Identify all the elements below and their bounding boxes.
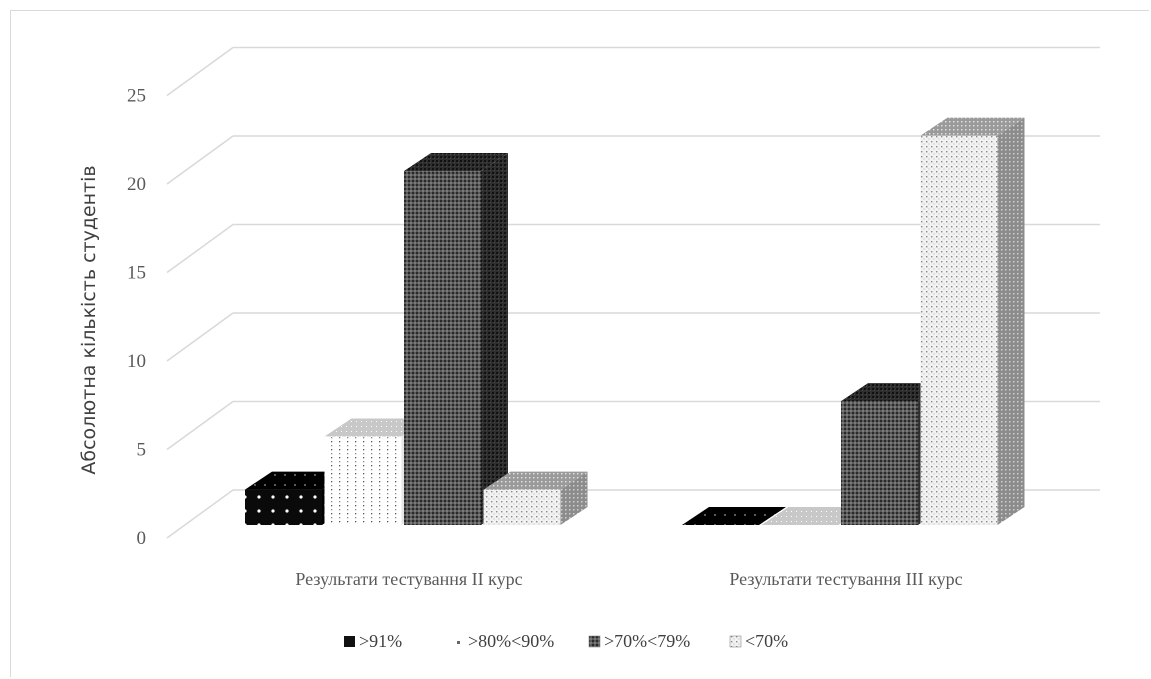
bar: [483, 471, 588, 525]
bar-top: [841, 383, 945, 402]
legend: >91% >80%<90% >70%<79% <70%: [344, 631, 788, 651]
y-tick-label: 20: [127, 174, 146, 195]
legend-swatch: [457, 641, 460, 644]
gridline-diagonal: [166, 46, 234, 97]
bar-front: [920, 135, 998, 525]
x-category-label: Результати тестування II курс: [295, 569, 522, 589]
y-tick-label: 5: [137, 440, 147, 461]
bar-side: [560, 471, 588, 525]
gridline-diagonal: [166, 312, 234, 362]
legend-label: <70%: [745, 631, 788, 651]
legend-label: >80%<90%: [468, 631, 554, 651]
legend-item: >70%<79%: [588, 631, 690, 651]
bar-front: [404, 171, 481, 525]
y-tick-label: 15: [127, 263, 146, 284]
legend-label: >91%: [359, 631, 402, 651]
bar-top: [404, 153, 508, 171]
bar: [404, 153, 508, 525]
bar: [920, 117, 1025, 525]
bar-top: [483, 471, 588, 490]
legend-label: >70%<79%: [604, 631, 690, 651]
y-axis-ticks: 0 5 10 15 20 25: [127, 86, 146, 550]
legend-item: <70%: [729, 631, 788, 651]
x-category-label: Результати тестування III курс: [729, 569, 962, 589]
bar-top: [245, 471, 349, 490]
bar-front: [324, 436, 402, 525]
y-tick-label: 25: [127, 86, 146, 107]
bars: [245, 117, 1025, 525]
legend-item: >91%: [344, 631, 402, 651]
bar-top: [920, 117, 1025, 136]
bar-top: [761, 507, 866, 525]
legend-item: >80%<90%: [457, 631, 554, 651]
legend-swatch: [344, 636, 355, 647]
chart-frame: [10, 10, 1149, 677]
bar: [682, 507, 786, 525]
gridline-diagonal: [166, 223, 234, 274]
bar-front: [483, 489, 561, 525]
gridline-diagonal: [166, 400, 234, 451]
y-tick-label: 0: [137, 528, 147, 549]
y-tick-label: 10: [127, 351, 146, 372]
bar: [761, 507, 866, 525]
x-axis-categories: Результати тестування II курс Результати …: [295, 569, 962, 589]
bar-top: [682, 507, 786, 525]
bar-side: [481, 153, 508, 525]
bar-top: [324, 418, 429, 437]
bar-side: [997, 117, 1025, 525]
legend-swatch: [588, 635, 601, 648]
bar-front: [245, 489, 322, 525]
bar-front: [841, 401, 918, 525]
y-axis-label: Абсолютна кількість студентів: [78, 165, 100, 474]
gridline-diagonal: [166, 489, 234, 539]
legend-swatch: [729, 635, 742, 648]
gridline-diagonal: [166, 135, 234, 185]
